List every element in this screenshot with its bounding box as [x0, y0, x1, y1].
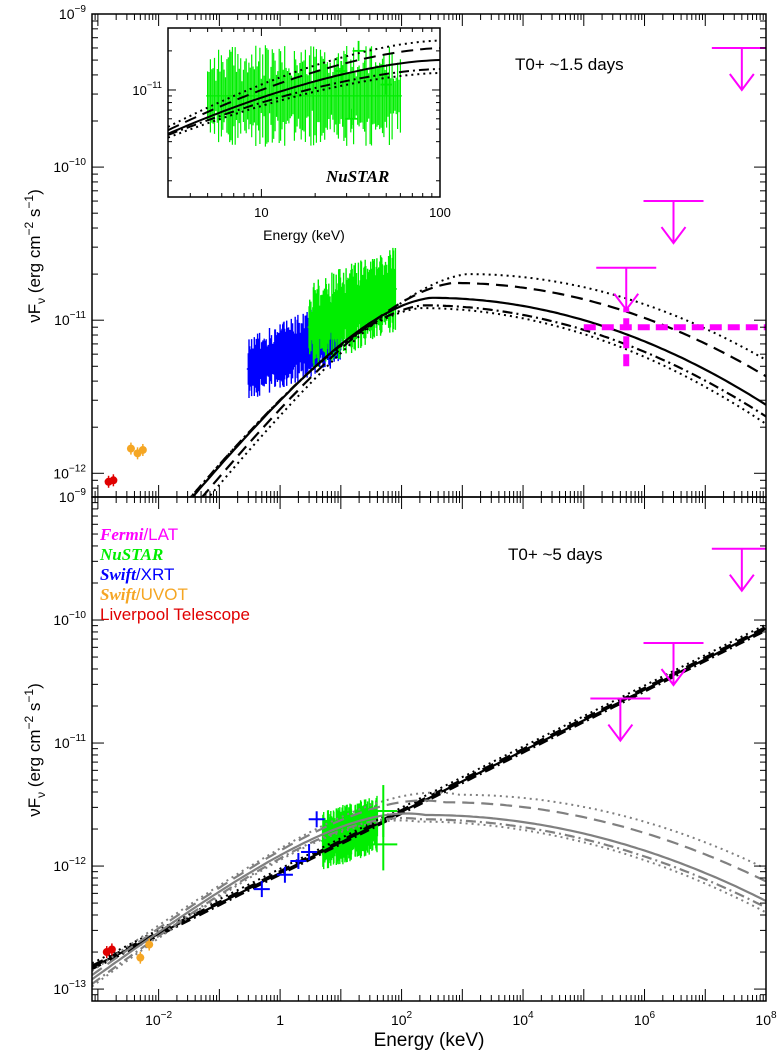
bottom-model-curve-solid: [92, 812, 766, 981]
inset-label: NuSTAR: [325, 167, 389, 186]
bottom-y-tick-label: 10−13: [53, 979, 86, 997]
top-point-swift-uvot: [126, 444, 135, 453]
inset-model-line-dashed: [168, 47, 440, 132]
bottom-y-tick-label: 10−10: [53, 610, 86, 628]
top-y-axis-label: νFν (erg cm−2 s−1): [22, 189, 48, 323]
bottom-annotation: T0+ ~5 days: [508, 545, 603, 564]
top-fermi-detection: [583, 308, 766, 367]
top-model-curve-dotted: [189, 307, 766, 497]
inset-nustar-cross: [335, 60, 348, 81]
bottom-plot-frame: [91, 496, 767, 1002]
bottom-fermi-upper-limit: [711, 547, 766, 593]
inset-model-line-dotted: [168, 39, 440, 128]
top-data-nustar: [307, 247, 397, 368]
inset-plot-frame: [167, 27, 441, 198]
bottom-x-axis-label: Energy (keV): [374, 1030, 485, 1051]
bottom-model-curve-dashed: [92, 799, 766, 976]
top-model-curve-dotted: [207, 273, 766, 497]
inset-panel: 10 100 10−11 NuSTAR Energy (keV): [132, 27, 451, 243]
bottom-fermi-upper-limit: [590, 697, 651, 743]
bottom-x-tick-label: 10−2: [145, 1010, 172, 1028]
top-model-curve-dashed: [200, 281, 766, 497]
legend-entry: NuSTAR: [99, 545, 163, 564]
legend-entry: Swift/UVOT: [100, 585, 188, 604]
inset-y-tick-label: 10−11: [132, 80, 162, 98]
bottom-cross-swift-xrt: [301, 844, 318, 861]
inset-data-nustar: [206, 45, 402, 147]
top-point-liverpool-telescope: [109, 476, 118, 485]
bottom-y-axis-label: νFν (erg cm−2 s−1): [22, 683, 48, 817]
inset-model-line-dashdot: [168, 68, 440, 136]
bottom-cross-nustar: [369, 818, 398, 871]
bottom-model-curve-dashed: [92, 625, 766, 967]
inset-nustar-cross: [380, 74, 393, 95]
top-y-tick-label: 10−11: [54, 310, 86, 328]
inset-model-line-solid: [168, 59, 440, 135]
inset-model-line-dotted: [168, 72, 440, 139]
bottom-model-curve-dashdot: [92, 629, 766, 971]
bottom-point-swift-uvot: [136, 953, 145, 962]
bottom-cross-swift-xrt: [290, 852, 307, 869]
bottom-x-tick-label: 102: [391, 1010, 413, 1028]
top-annotation: T0+ ~1.5 days: [515, 55, 624, 74]
bottom-cross-swift-xrt: [253, 881, 270, 898]
bottom-point-swift-uvot: [145, 940, 154, 949]
top-fermi-upper-limit: [596, 266, 657, 312]
legend-entry: Fermi/LAT: [99, 525, 178, 544]
inset-x-tick-label: 10: [254, 205, 268, 220]
inset-x-axis-label: Energy (keV): [263, 227, 345, 243]
bottom-fermi-upper-limit: [643, 642, 704, 687]
bottom-cross-swift-xrt: [308, 811, 325, 828]
inset-nustar-cross: [345, 108, 358, 129]
top-y-tick-label: 10−9: [59, 4, 86, 22]
top-fermi-upper-limit: [711, 46, 766, 92]
bottom-y-tick-label: 10−11: [54, 733, 86, 751]
top-point-swift-uvot: [138, 445, 147, 454]
bottom-x-tick-label: 1: [276, 1012, 284, 1028]
bottom-x-tick-label: 104: [512, 1010, 534, 1028]
top-model-curve-dashdot: [189, 304, 766, 497]
bottom-cross-swift-xrt: [276, 866, 293, 883]
top-y-tick-label: 10−12: [53, 463, 86, 481]
bottom-y-tick-label: 10−9: [59, 487, 86, 505]
bottom-panel: 10−2 1 102 104 106 108 10−13 10−12 10−11 10−10 10−…: [22, 487, 777, 1051]
top-panel: 10−12 10−11 10−10 10−9 T0+ ~1.5 days νFν (e…: [22, 4, 767, 498]
top-model-curve-solid: [191, 296, 766, 497]
bottom-model-curve-dashdot: [92, 816, 766, 985]
bottom-model-curve-dotted: [92, 791, 766, 972]
top-fermi-upper-limit: [643, 200, 704, 245]
inset-x-tick-label: 100: [429, 205, 451, 220]
bottom-model-curve-dotted: [92, 819, 766, 988]
bottom-point-liverpool-telescope: [107, 945, 116, 954]
bottom-x-tick-label: 108: [755, 1010, 777, 1028]
bottom-x-tick-label: 106: [634, 1010, 656, 1028]
bottom-y-tick-label: 10−12: [53, 856, 86, 874]
top-y-tick-label: 10−10: [53, 157, 86, 175]
legend: Fermi/LATNuSTARSwift/XRTSwift/UVOTLiverp…: [99, 525, 250, 624]
legend-entry: Liverpool Telescope: [100, 605, 250, 624]
bottom-model-curve-solid: [92, 627, 766, 969]
inset-nustar-cross: [352, 40, 365, 61]
legend-entry: Swift/XRT: [100, 565, 174, 584]
